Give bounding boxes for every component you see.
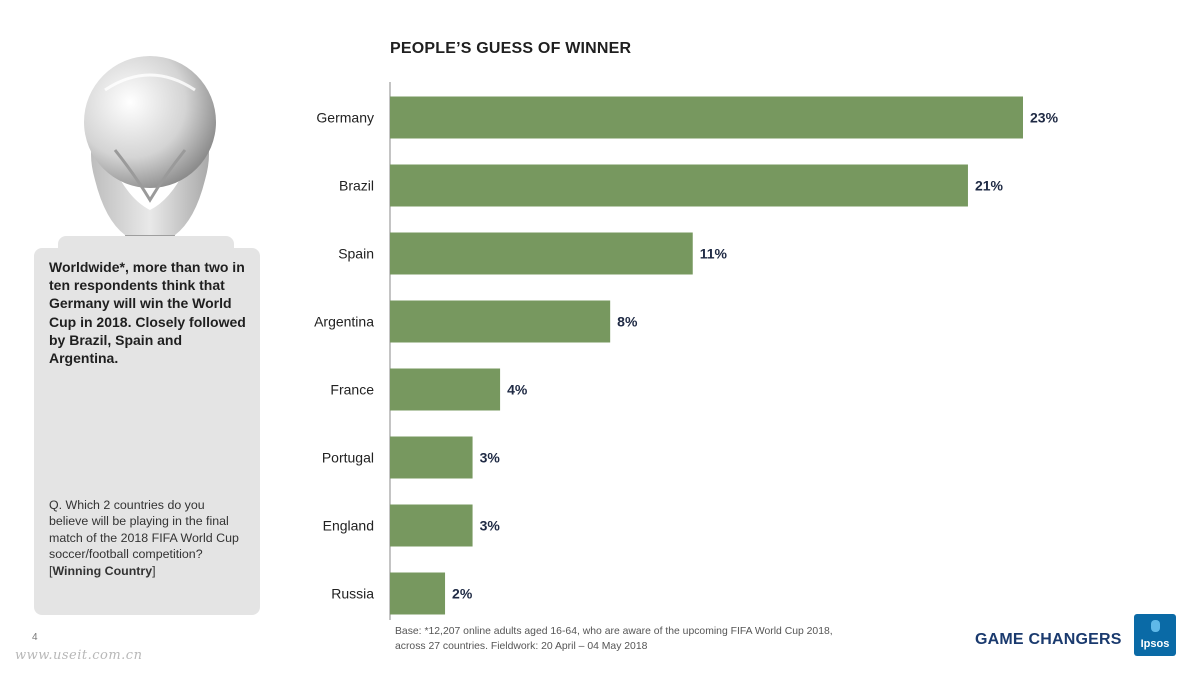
bar-chart: Germany 23% Brazil 21% Spain 11% Argentina 8% Fr… [314, 82, 1059, 620]
value-label-brazil: 21% [975, 178, 1004, 194]
question-text: Q. Which 2 countries do you believe will… [49, 498, 239, 578]
game-changers-tagline: GAME CHANGERS [975, 631, 1122, 648]
category-label-brazil: Brazil [339, 178, 374, 194]
value-label-argentina: 8% [617, 314, 638, 330]
survey-question: Q. Which 2 countries do you believe will… [49, 497, 239, 579]
logo-mark-icon [1151, 620, 1160, 632]
world-cup-trophy-image [84, 56, 216, 250]
value-label-germany: 23% [1030, 110, 1059, 126]
bar-portugal [390, 436, 473, 479]
question-end: ] [152, 563, 156, 578]
category-label-france: France [330, 382, 374, 398]
callout-headline: Worldwide*, more than two in ten respond… [49, 259, 246, 367]
ipsos-logo: Ipsos [1134, 614, 1176, 656]
value-label-russia: 2% [452, 586, 473, 602]
bar-england [390, 504, 473, 547]
category-label-germany: Germany [316, 110, 374, 126]
category-label-portugal: Portugal [322, 450, 374, 466]
watermark: www.useit.com.cn [15, 648, 143, 663]
bar-argentina [390, 300, 611, 343]
value-label-portugal: 3% [480, 450, 501, 466]
bar-spain [390, 232, 693, 275]
footnote: Base: *12,207 online adults aged 16-64, … [395, 624, 915, 654]
bar-brazil [390, 164, 968, 207]
page-number: 4 [32, 632, 38, 643]
bar-france [390, 368, 501, 411]
category-label-argentina: Argentina [314, 314, 374, 330]
value-label-spain: 11% [700, 246, 728, 262]
bar-russia [390, 572, 446, 615]
value-label-france: 4% [507, 382, 528, 398]
callout-panel [34, 248, 260, 615]
logo-text: Ipsos [1140, 638, 1170, 650]
footnote-line-2: across 27 countries. Fieldwork: 20 April… [395, 641, 648, 652]
value-label-england: 3% [480, 518, 501, 534]
footnote-line-1: Base: *12,207 online adults aged 16-64, … [395, 626, 833, 637]
category-label-russia: Russia [331, 586, 374, 602]
bar-germany [390, 96, 1023, 139]
category-label-england: England [323, 518, 374, 534]
question-bold: Winning Country [52, 563, 153, 578]
category-label-spain: Spain [338, 246, 374, 262]
chart-title: PEOPLE’S GUESS OF WINNER [390, 40, 632, 57]
